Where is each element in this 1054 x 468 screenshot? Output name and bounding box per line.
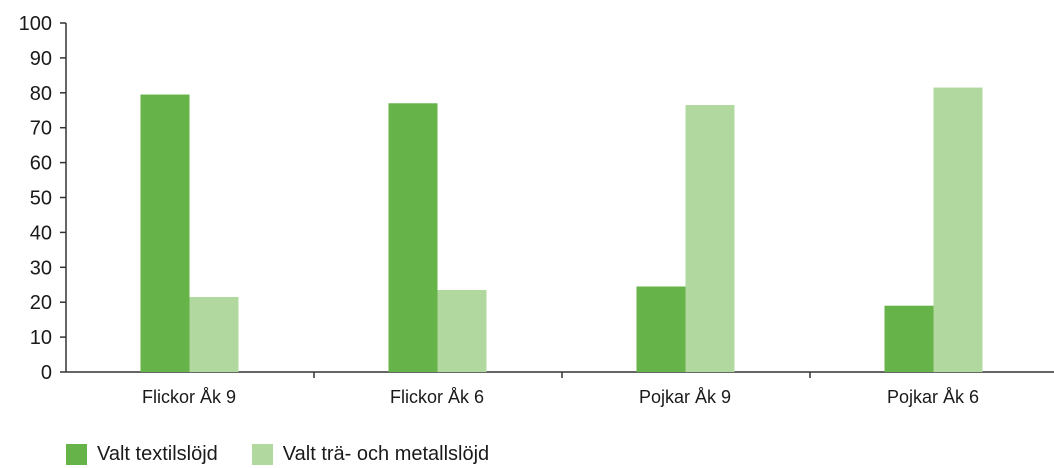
bar-textilslojd (636, 286, 686, 372)
bar-tra-metallslojd (437, 289, 487, 372)
y-tick-label: 70 (30, 118, 52, 140)
y-tick-label: 80 (30, 83, 52, 105)
y-tick-label: 20 (30, 292, 52, 314)
bar-textilslojd (884, 305, 934, 372)
y-tick-label: 10 (30, 327, 52, 349)
y-axis: 0 10 20 30 40 50 60 70 80 90 100 (19, 13, 67, 384)
bar-tra-metallslojd (685, 105, 735, 372)
legend-item-textilslojd: Valt textilslöjd (66, 443, 218, 466)
bars (140, 87, 983, 373)
legend-item-tra-metallslojd: Valt trä- och metallslöjd (251, 443, 490, 466)
bar-tra-metallslojd (933, 87, 983, 372)
y-tick-label: 0 (41, 362, 52, 384)
y-tick-label: 90 (30, 48, 52, 70)
legend: Valt textilslöjd Valt trä- och metallslö… (66, 443, 523, 466)
y-tick-label: 40 (30, 222, 52, 244)
x-tick-label: Pojkar Åk 9 (639, 387, 731, 407)
bar-textilslojd (140, 94, 190, 373)
y-tick-label: 30 (30, 257, 52, 279)
legend-swatch-tra-metallslojd (251, 444, 273, 465)
x-tick-label: Pojkar Åk 6 (887, 387, 979, 407)
legend-swatch-textilslojd (66, 444, 87, 465)
y-tick-label: 60 (30, 153, 52, 175)
x-tick-label: Flickor Åk 6 (390, 387, 484, 407)
bar-tra-metallslojd (189, 296, 239, 372)
x-tick-label: Flickor Åk 9 (142, 387, 236, 407)
bar-textilslojd (388, 103, 438, 373)
x-axis: Flickor Åk 9 Flickor Åk 6 Pojkar Åk 9 Pojka… (66, 371, 1054, 407)
y-tick-label: 100 (19, 13, 52, 35)
legend-label-textilslojd: Valt textilslöjd (97, 443, 218, 465)
y-tick-label: 50 (30, 188, 52, 210)
legend-label-tra-metallslojd: Valt trä- och metallslöjd (282, 443, 490, 465)
